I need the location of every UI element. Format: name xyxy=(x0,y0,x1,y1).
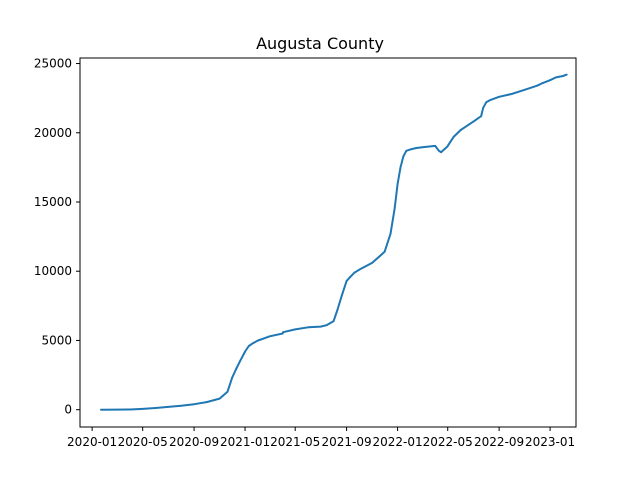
data-point xyxy=(405,149,408,152)
data-point xyxy=(100,408,102,411)
data-point xyxy=(252,342,254,345)
data-point xyxy=(510,93,513,95)
data-point xyxy=(141,408,144,410)
y-tick-label: 0 xyxy=(64,403,72,417)
data-point xyxy=(402,155,405,158)
data-point xyxy=(231,376,234,379)
x-tick-label: 2021-01 xyxy=(220,435,270,449)
data-point xyxy=(218,397,221,400)
data-point xyxy=(332,320,335,322)
data-point xyxy=(549,79,551,82)
data-point xyxy=(472,120,475,123)
x-tick-label: 2021-05 xyxy=(270,435,320,449)
data-point xyxy=(268,335,271,338)
data-point xyxy=(257,339,259,342)
y-tick-label: 15000 xyxy=(34,195,72,209)
data-point xyxy=(498,95,500,98)
data-point xyxy=(307,326,310,329)
data-point xyxy=(415,147,418,149)
y-tick-label: 20000 xyxy=(34,126,72,140)
data-point xyxy=(485,101,488,104)
data-point xyxy=(434,145,437,147)
data-point xyxy=(489,99,491,102)
data-point xyxy=(247,345,250,347)
x-tick-label: 2022-09 xyxy=(474,435,524,449)
data-point xyxy=(421,146,424,149)
data-point xyxy=(523,88,526,91)
data-point xyxy=(154,407,157,409)
data-point xyxy=(555,76,557,79)
data-point xyxy=(358,268,360,271)
data-point xyxy=(440,151,442,154)
plot-area xyxy=(100,73,568,411)
data-point xyxy=(536,84,538,87)
x-tick-label: 2020-05 xyxy=(118,435,168,449)
data-point xyxy=(562,75,564,77)
data-point xyxy=(345,280,348,282)
x-tick-label: 2022-05 xyxy=(423,435,473,449)
data-point xyxy=(325,324,328,327)
x-tick-label: 2020-09 xyxy=(169,435,219,449)
data-point xyxy=(459,129,462,131)
data-point xyxy=(244,350,247,353)
data-point xyxy=(446,145,449,148)
data-point xyxy=(282,331,284,334)
data-point xyxy=(239,360,241,363)
data-point xyxy=(180,404,183,407)
data-point xyxy=(371,262,373,264)
y-tick-label: 25000 xyxy=(34,57,72,71)
axis-ticks: 2020-01 2020-05 2020-09 2021-01 2021-05 2021-… xyxy=(34,57,575,449)
x-tick-label: 2020-01 xyxy=(67,435,117,449)
data-point xyxy=(226,390,229,393)
data-point xyxy=(336,309,339,311)
data-point xyxy=(393,208,396,210)
data-point xyxy=(480,115,482,118)
data-point xyxy=(399,166,402,169)
data-point xyxy=(116,408,119,411)
data-point xyxy=(319,325,322,328)
data-point xyxy=(389,232,392,235)
axes-frame xyxy=(79,57,577,428)
chart-title: Augusta County xyxy=(256,34,384,53)
data-point xyxy=(482,106,485,109)
x-tick-label: 2023-01 xyxy=(525,435,575,449)
data-point xyxy=(452,136,455,138)
data-point xyxy=(129,408,132,411)
data-point xyxy=(353,271,356,274)
data-point xyxy=(235,368,237,371)
data-point xyxy=(438,149,440,152)
data-point xyxy=(193,403,196,406)
data-point xyxy=(349,275,352,278)
data-point xyxy=(383,250,386,253)
data-point xyxy=(340,295,343,298)
data-point xyxy=(565,73,568,76)
x-tick-label: 2022-01 xyxy=(373,435,423,449)
series-line-0 xyxy=(100,73,568,411)
y-tick-label: 10000 xyxy=(34,264,72,278)
data-point xyxy=(167,406,170,408)
y-tick-label: 5000 xyxy=(41,333,72,347)
data-point xyxy=(542,82,544,84)
data-point xyxy=(409,148,412,151)
data-point xyxy=(263,337,265,340)
data-point xyxy=(294,328,297,331)
data-point xyxy=(205,401,208,403)
x-tick-label: 2021-09 xyxy=(322,435,372,449)
data-point xyxy=(396,183,399,185)
